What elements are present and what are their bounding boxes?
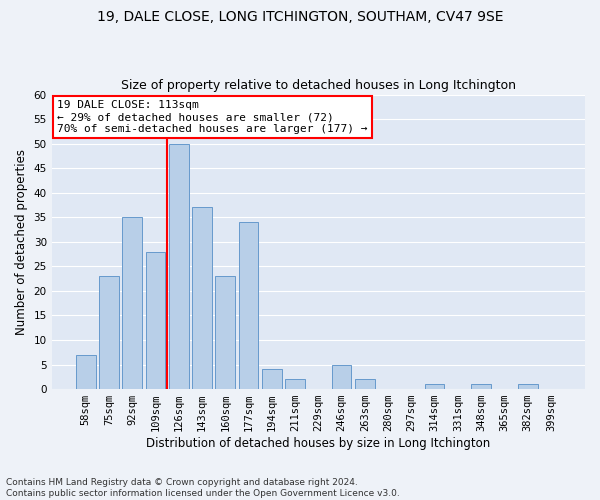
- Bar: [122, 218, 142, 389]
- Bar: [262, 370, 282, 389]
- Text: 19, DALE CLOSE, LONG ITCHINGTON, SOUTHAM, CV47 9SE: 19, DALE CLOSE, LONG ITCHINGTON, SOUTHAM…: [97, 10, 503, 24]
- Bar: [192, 208, 212, 389]
- Text: 19 DALE CLOSE: 113sqm
← 29% of detached houses are smaller (72)
70% of semi-deta: 19 DALE CLOSE: 113sqm ← 29% of detached …: [57, 100, 367, 134]
- Bar: [76, 354, 95, 389]
- Bar: [471, 384, 491, 389]
- Bar: [332, 364, 352, 389]
- Y-axis label: Number of detached properties: Number of detached properties: [15, 149, 28, 335]
- Bar: [355, 380, 375, 389]
- Bar: [215, 276, 235, 389]
- Text: Contains HM Land Registry data © Crown copyright and database right 2024.
Contai: Contains HM Land Registry data © Crown c…: [6, 478, 400, 498]
- Bar: [425, 384, 445, 389]
- Bar: [146, 252, 166, 389]
- Title: Size of property relative to detached houses in Long Itchington: Size of property relative to detached ho…: [121, 79, 516, 92]
- Bar: [169, 144, 188, 389]
- X-axis label: Distribution of detached houses by size in Long Itchington: Distribution of detached houses by size …: [146, 437, 490, 450]
- Bar: [239, 222, 259, 389]
- Bar: [518, 384, 538, 389]
- Bar: [99, 276, 119, 389]
- Bar: [285, 380, 305, 389]
